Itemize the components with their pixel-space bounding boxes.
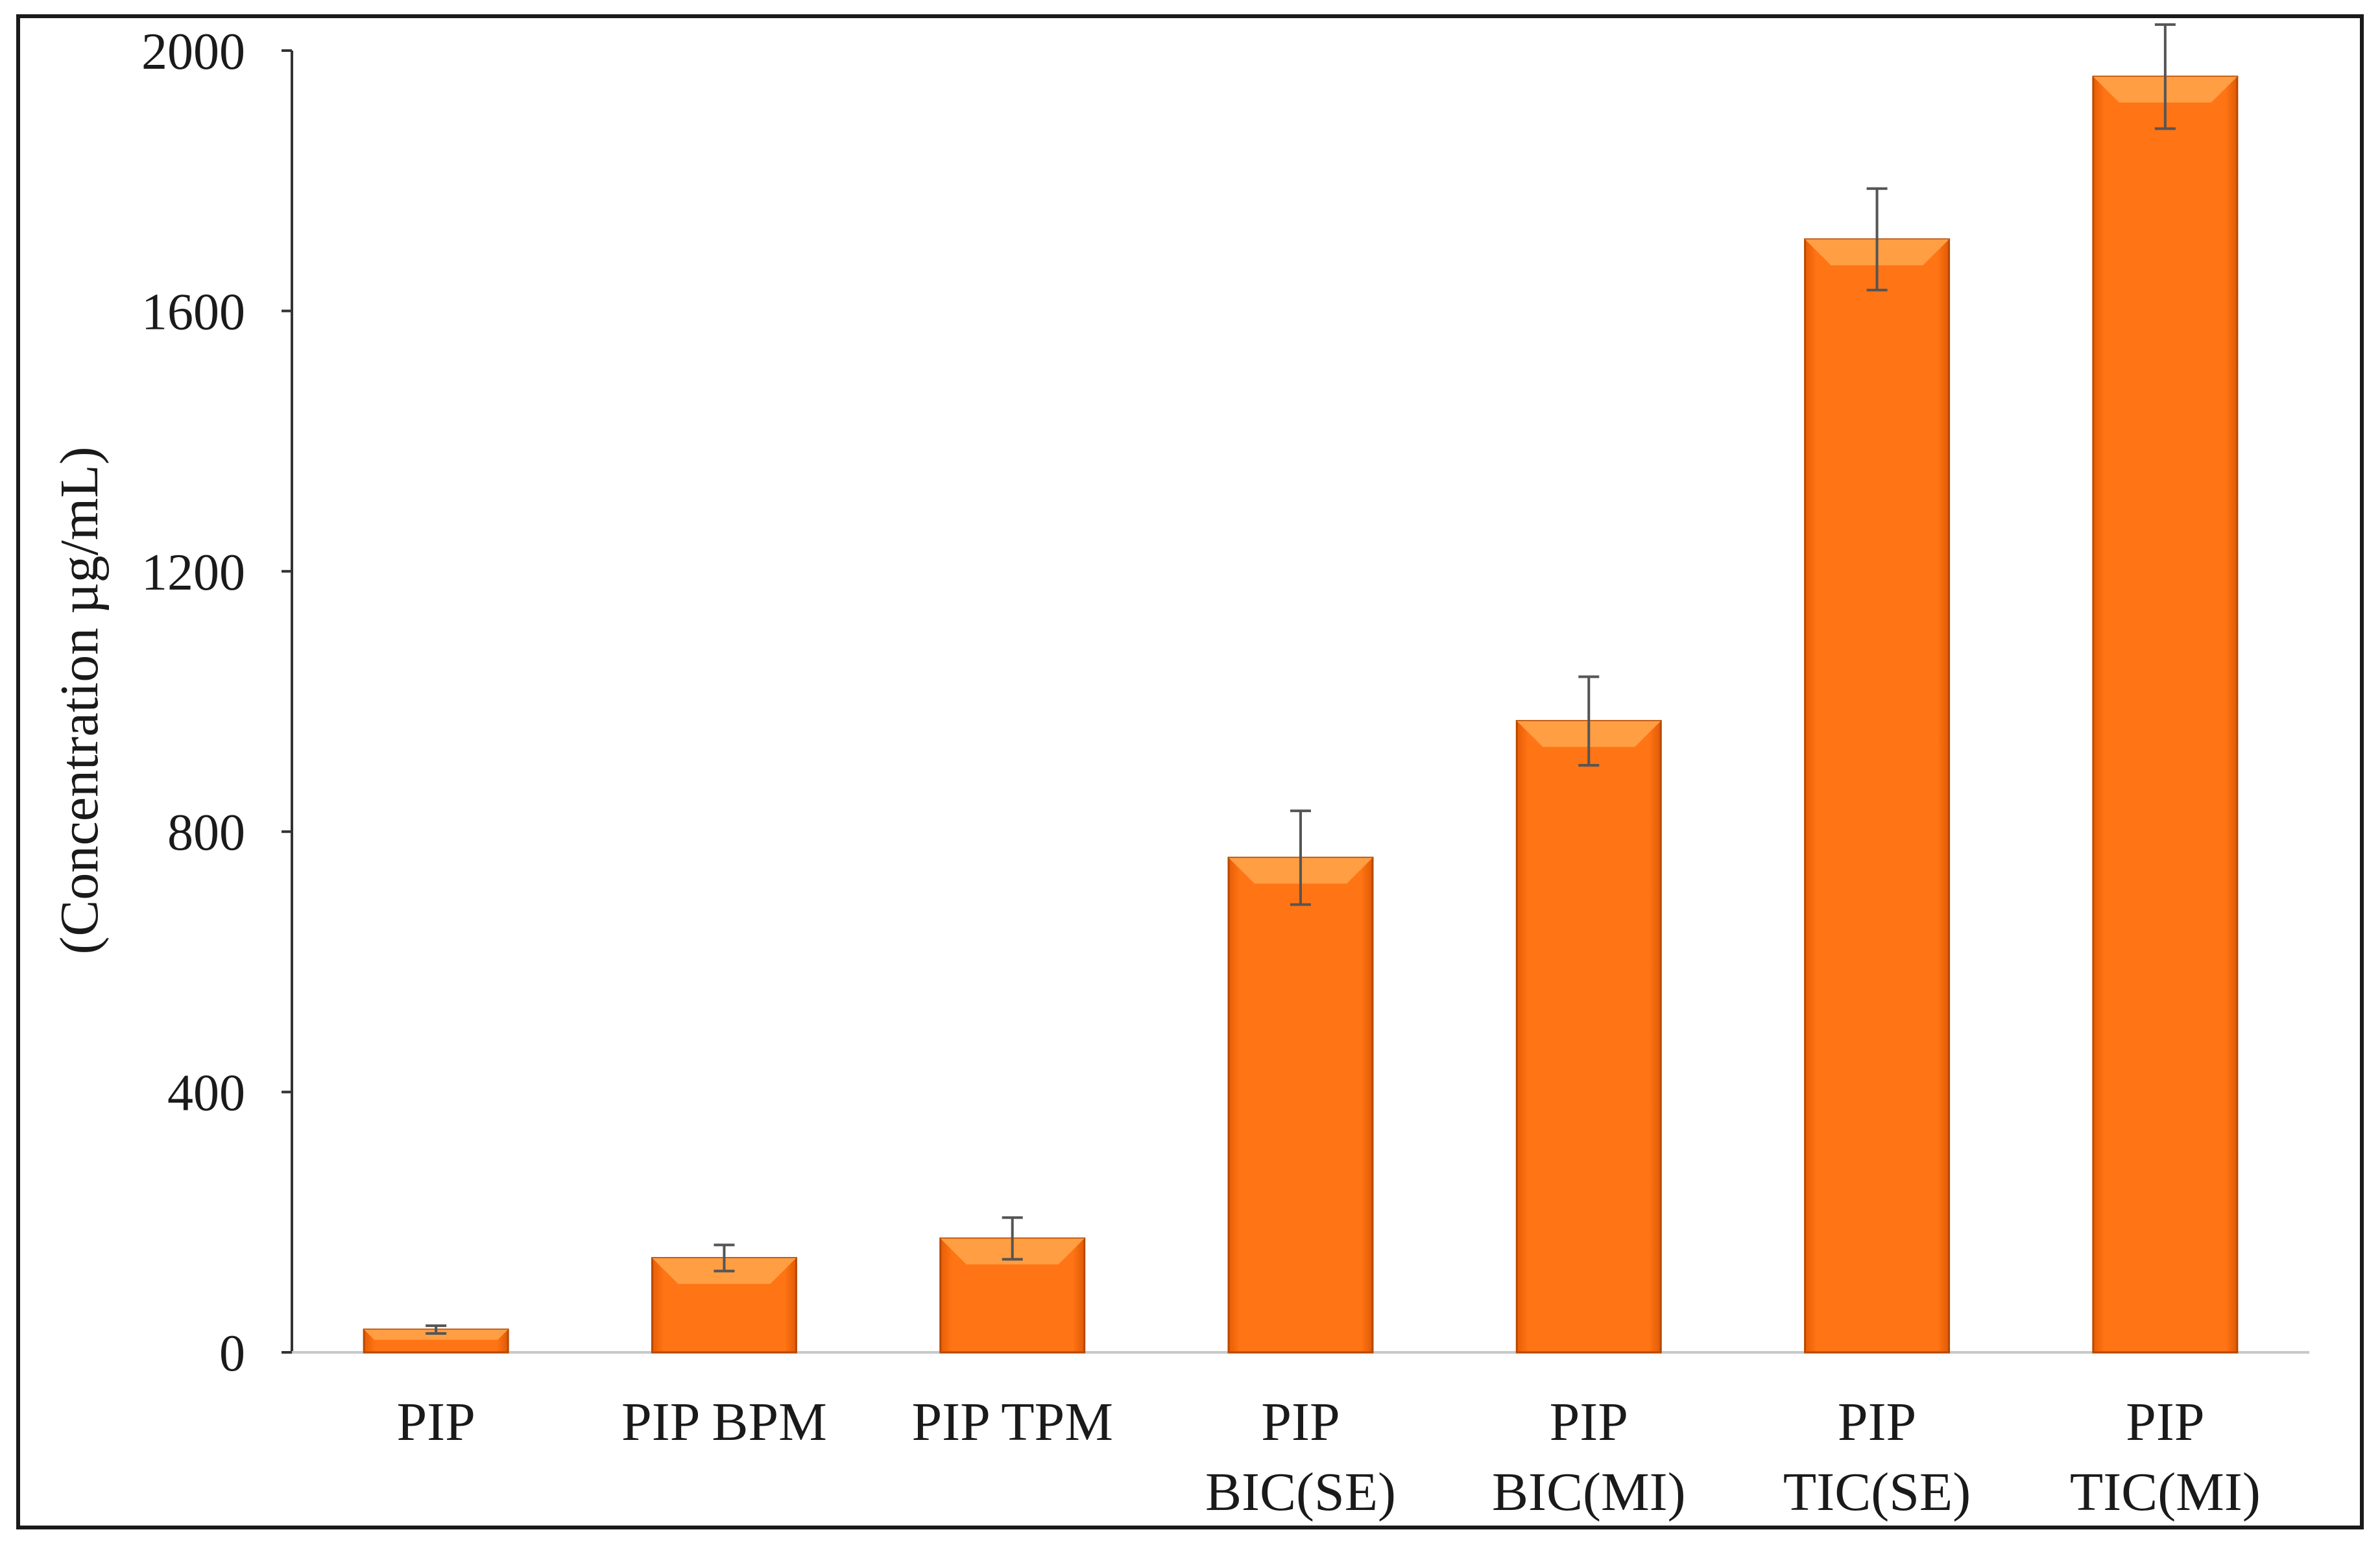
x-category-label: PIP	[2126, 1392, 2204, 1452]
y-axis-label: (Concentration µg/mL)	[49, 446, 110, 954]
bar	[1227, 856, 1374, 1354]
x-category-label: BIC(SE)	[1205, 1462, 1396, 1522]
x-category-label: PIP	[1261, 1392, 1340, 1452]
y-tick-label: 2000	[141, 23, 245, 80]
x-category-label: PIP BPM	[621, 1392, 827, 1452]
bar	[1515, 720, 1662, 1354]
chart-frame	[16, 14, 2364, 1529]
x-category-label: TIC(SE)	[1783, 1462, 1971, 1522]
y-tick-label: 0	[219, 1325, 245, 1382]
bar	[2092, 75, 2239, 1354]
x-category-label: TIC(MI)	[2070, 1462, 2261, 1522]
x-category-label: PIP	[1550, 1392, 1628, 1452]
y-tick-label: 400	[167, 1065, 245, 1122]
y-tick-label: 1200	[141, 544, 245, 601]
y-tick-label: 800	[167, 804, 245, 861]
y-tick-label: 1600	[141, 283, 245, 341]
x-category-label: PIP	[1838, 1392, 1916, 1452]
bar	[1804, 238, 1951, 1354]
x-category-label: PIP	[396, 1392, 475, 1452]
x-category-label: BIC(MI)	[1492, 1462, 1686, 1522]
x-category-label: PIP TPM	[911, 1392, 1113, 1452]
